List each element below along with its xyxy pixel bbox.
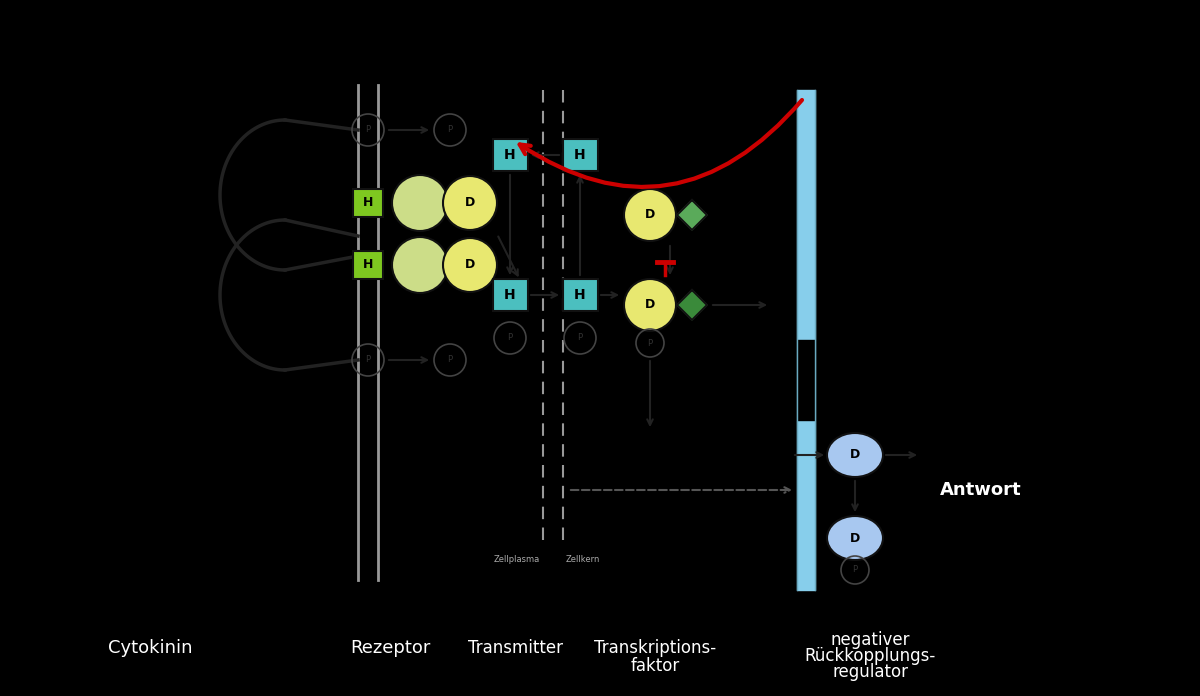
Text: P: P: [448, 125, 452, 134]
FancyBboxPatch shape: [563, 139, 598, 171]
Text: H: H: [504, 148, 516, 162]
FancyBboxPatch shape: [353, 251, 383, 279]
Text: D: D: [850, 448, 860, 461]
Text: D: D: [464, 258, 475, 271]
Text: Cytokinin: Cytokinin: [108, 639, 192, 657]
Text: H: H: [362, 258, 373, 271]
Circle shape: [443, 176, 497, 230]
Text: Antwort: Antwort: [940, 481, 1021, 499]
Text: H: H: [362, 196, 373, 209]
Text: P: P: [508, 333, 512, 342]
Circle shape: [624, 189, 676, 241]
Text: H: H: [574, 148, 586, 162]
FancyBboxPatch shape: [563, 279, 598, 311]
Text: D: D: [644, 299, 655, 312]
FancyBboxPatch shape: [353, 189, 383, 217]
Ellipse shape: [827, 516, 883, 560]
FancyArrowPatch shape: [520, 100, 802, 187]
Polygon shape: [677, 200, 707, 230]
Text: P: P: [448, 356, 452, 365]
Text: H: H: [504, 288, 516, 302]
FancyBboxPatch shape: [492, 279, 528, 311]
Text: Transkriptions-: Transkriptions-: [594, 639, 716, 657]
Ellipse shape: [827, 433, 883, 477]
Text: regulator: regulator: [832, 663, 908, 681]
Text: D: D: [644, 209, 655, 221]
Text: P: P: [648, 338, 653, 347]
Text: negativer: negativer: [830, 631, 910, 649]
Text: P: P: [852, 565, 858, 574]
FancyBboxPatch shape: [492, 139, 528, 171]
Circle shape: [443, 238, 497, 292]
Text: faktor: faktor: [630, 657, 679, 675]
Text: D: D: [464, 196, 475, 209]
Text: Transmitter: Transmitter: [468, 639, 563, 657]
Text: P: P: [366, 356, 371, 365]
Text: Rückkopplungs-: Rückkopplungs-: [804, 647, 936, 665]
Text: Rezeptor: Rezeptor: [350, 639, 430, 657]
Text: Zellplasma: Zellplasma: [493, 555, 540, 564]
Circle shape: [624, 279, 676, 331]
Text: D: D: [850, 532, 860, 544]
Text: P: P: [366, 125, 371, 134]
Polygon shape: [677, 290, 707, 320]
Text: Zellkern: Zellkern: [566, 555, 600, 564]
Circle shape: [392, 237, 448, 293]
Text: H: H: [574, 288, 586, 302]
Circle shape: [392, 175, 448, 231]
Text: P: P: [577, 333, 582, 342]
